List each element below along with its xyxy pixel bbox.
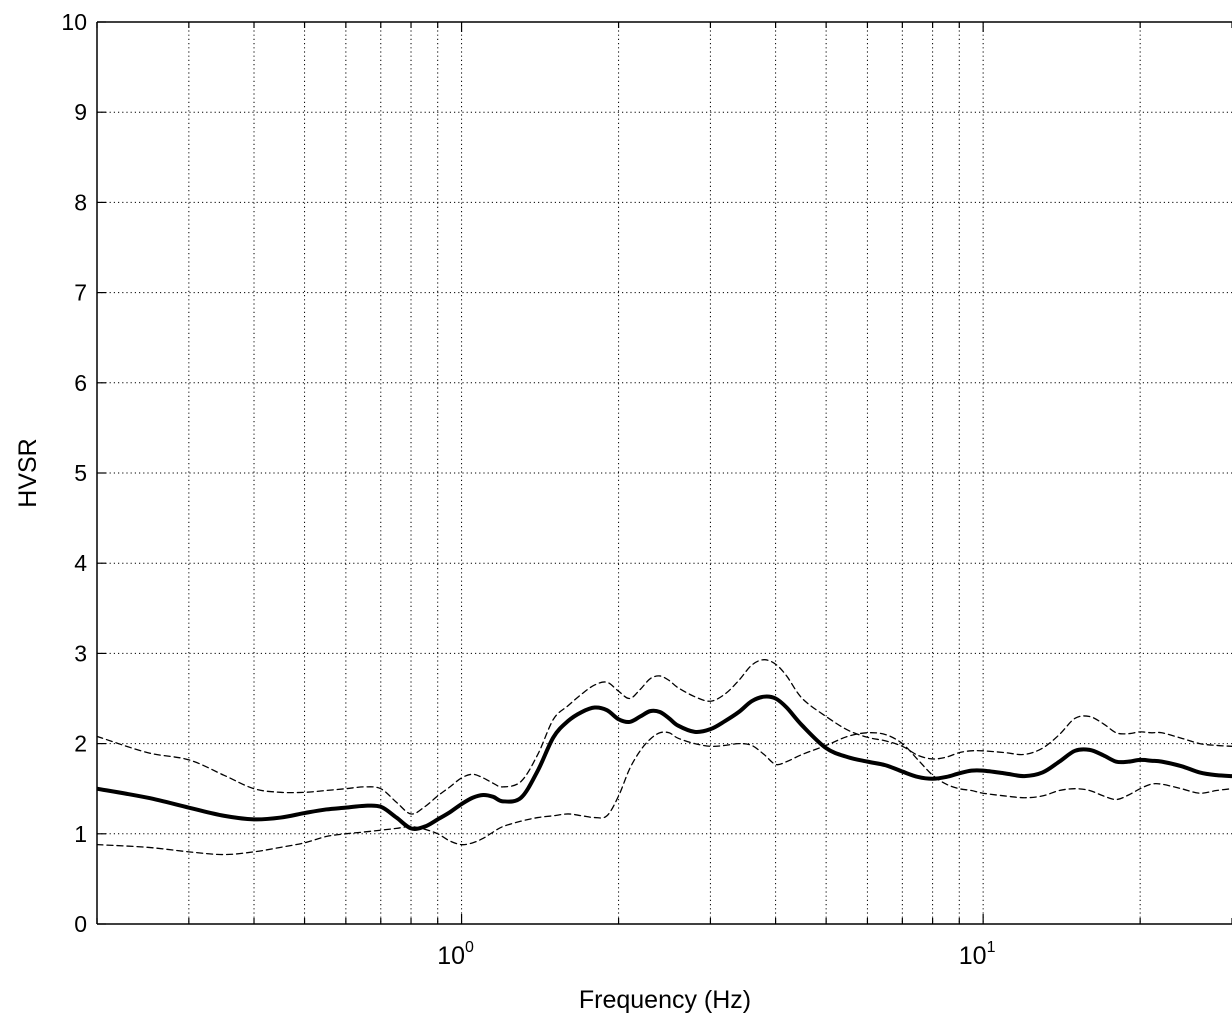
x-tick-base: 10 [437, 942, 465, 970]
hvsr-mean-line [97, 694, 1232, 831]
y-tick-label: 6 [74, 370, 87, 396]
x-tick-exponent: 0 [465, 939, 474, 956]
y-tick-label: 3 [74, 640, 87, 666]
x-tick-labels: 100 101 [437, 939, 995, 970]
y-tick-label: 8 [74, 189, 87, 215]
x-tick-base: 10 [959, 942, 987, 970]
plot-axes [96, 21, 1232, 925]
y-tick-label: 2 [74, 731, 87, 757]
y-tick-label: 10 [61, 9, 87, 35]
y-tick-label: 5 [74, 460, 87, 486]
y-tick-label: 9 [74, 99, 87, 125]
y-tick-label: 7 [74, 280, 87, 306]
x-tick-label: 101 [959, 939, 996, 970]
x-axis-label: Frequency (Hz) [579, 986, 751, 1014]
data-series [97, 659, 1232, 856]
y-tick-label: 0 [74, 911, 87, 937]
y-tick-label: 4 [74, 550, 87, 576]
y-tick-labels: 0 1 2 3 4 5 6 7 8 9 10 [61, 9, 87, 937]
grid-lines [97, 22, 1232, 924]
x-tick-label: 100 [437, 939, 474, 970]
hvsr-upper-bound-line [97, 659, 1232, 815]
hvsr-lower-bound-line [97, 731, 1232, 856]
y-tick-label: 1 [74, 821, 87, 847]
x-tick-exponent: 1 [987, 939, 996, 956]
y-axis-label: HVSR [14, 438, 42, 507]
